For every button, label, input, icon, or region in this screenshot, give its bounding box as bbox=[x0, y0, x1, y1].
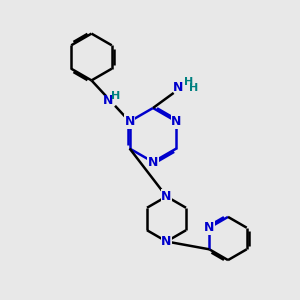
Text: H: H bbox=[184, 77, 194, 87]
Text: H: H bbox=[111, 91, 121, 100]
Text: N: N bbox=[204, 221, 214, 234]
Text: N: N bbox=[103, 94, 113, 107]
Text: N: N bbox=[124, 115, 135, 128]
Text: N: N bbox=[173, 81, 184, 94]
Text: N: N bbox=[148, 155, 158, 169]
Text: N: N bbox=[171, 115, 182, 128]
Text: H: H bbox=[190, 83, 199, 93]
Text: N: N bbox=[161, 190, 172, 203]
Text: N: N bbox=[161, 235, 172, 248]
